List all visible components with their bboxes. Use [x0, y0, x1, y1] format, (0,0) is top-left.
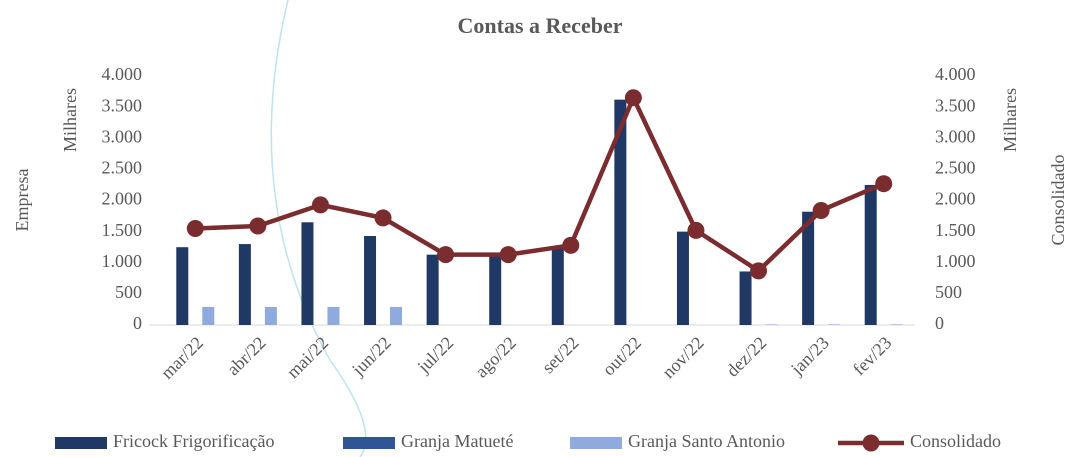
y2-axis-label: Consolidado: [1048, 154, 1068, 245]
legend-swatch: [343, 437, 395, 449]
line-marker: [249, 217, 267, 235]
line-marker: [875, 175, 893, 193]
bar: [238, 244, 251, 325]
y2-tick-label: 1.500: [935, 220, 976, 240]
line-marker: [186, 220, 204, 238]
legend-label: Granja Matueté: [401, 431, 513, 451]
bar: [390, 306, 403, 325]
line-marker: [374, 209, 392, 227]
line-marker: [311, 196, 329, 214]
line-marker: [624, 89, 642, 107]
y2-tick-label: 1.000: [935, 251, 976, 271]
line-marker: [687, 221, 705, 239]
bar: [202, 306, 215, 325]
legend-label: Granja Santo Antonio: [628, 431, 785, 451]
x-tick-label: jul/22: [413, 333, 458, 378]
line-marker: [562, 236, 580, 254]
bar: [890, 324, 903, 325]
y-tick-label: 3.000: [102, 126, 143, 146]
bar: [551, 247, 564, 325]
chart-title: Contas a Receber: [458, 13, 623, 38]
bar: [364, 235, 377, 325]
bar: [489, 253, 502, 325]
bar: [676, 231, 689, 325]
y-tick-label: 1.000: [102, 251, 143, 271]
bar: [614, 99, 627, 325]
bar: [426, 254, 439, 325]
bar: [739, 271, 752, 325]
y-tick-label: 500: [115, 282, 142, 302]
x-tick-label: dez/22: [722, 333, 770, 381]
legend-label: Fricock Frigorificação: [113, 431, 274, 451]
y-tick-label: 2.000: [102, 189, 143, 209]
x-tick-label: nov/22: [658, 333, 708, 383]
y-tick-label: 0: [133, 313, 142, 333]
y2-tick-label: 2.000: [935, 189, 976, 209]
line-marker: [437, 246, 455, 264]
y-tick-label: 4.000: [102, 64, 143, 84]
x-tick-label: mar/22: [157, 333, 207, 383]
x-tick-label: out/22: [598, 333, 645, 380]
legend-label: Consolidado: [910, 431, 1001, 451]
y2-tick-label: 4.000: [935, 64, 976, 84]
legend-swatch: [862, 434, 880, 452]
line-marker: [812, 201, 830, 219]
y-tick-label: 3.500: [102, 95, 143, 115]
x-tick-label: jun/22: [347, 333, 394, 380]
y2-tick-label: 3.500: [935, 95, 976, 115]
y2-tick-label: 2.500: [935, 158, 976, 178]
bar: [176, 247, 189, 325]
y2-tick-label: 500: [935, 282, 962, 302]
y-axis-label: Empresa: [12, 169, 32, 232]
bar: [864, 184, 877, 325]
x-tick-label: ago/22: [471, 333, 520, 382]
y2-tick-label: 0: [935, 313, 944, 333]
x-tick-label: jan/23: [786, 333, 833, 380]
y-axis-units: Milhares: [60, 88, 80, 152]
x-tick-label: set/22: [538, 333, 583, 378]
y2-axis-units: Milhares: [1000, 88, 1020, 152]
x-tick-label: mai/22: [283, 333, 332, 382]
y-tick-label: 2.500: [102, 158, 143, 178]
bar: [802, 211, 815, 325]
line: [195, 95, 885, 274]
line-marker: [499, 246, 517, 264]
decoration: [270, 0, 367, 457]
bar: [765, 324, 778, 325]
bar: [327, 306, 340, 325]
line-marker: [750, 262, 768, 280]
bar: [264, 306, 277, 325]
x-tick-label: abr/22: [223, 333, 270, 380]
x-tick-label: fev/23: [849, 333, 896, 380]
y-tick-label: 1.500: [102, 220, 143, 240]
legend-swatch: [55, 437, 107, 449]
bar: [828, 324, 841, 325]
y2-tick-label: 3.000: [935, 126, 976, 146]
bar: [301, 222, 314, 325]
legend-swatch: [570, 437, 622, 449]
